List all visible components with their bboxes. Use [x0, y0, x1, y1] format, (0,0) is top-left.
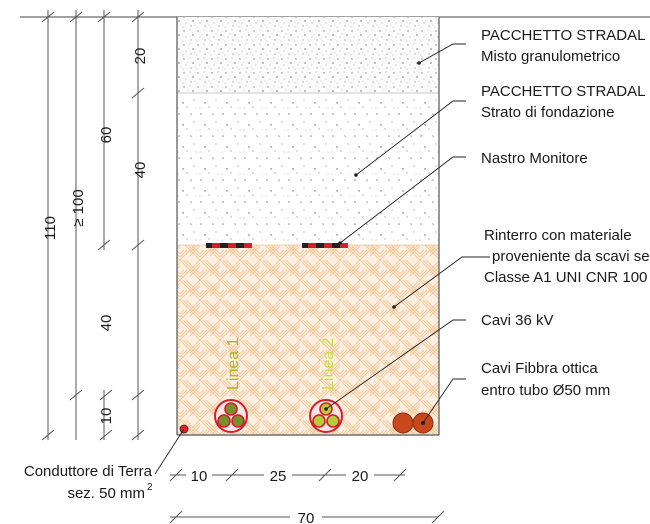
label-ground-1: Conduttore di Terra [24, 463, 153, 480]
warning-tape-right [302, 243, 348, 248]
dim-60: 60 [98, 127, 115, 144]
line-1-label: Linea 1 [225, 337, 242, 390]
label-backfill-1: Rinterro con materiale [484, 227, 632, 244]
dim-100: ≥ 100 [70, 189, 87, 226]
dim-40-upper: 40 [132, 162, 149, 179]
cable-bundle-line-1 [214, 399, 248, 433]
dim-25: 25 [270, 468, 287, 485]
dim-40-lower: 40 [98, 315, 115, 332]
label-cables: Cavi 36 kV [481, 312, 554, 329]
backfill-layer [177, 245, 439, 435]
label-pavement-1-title: PACCHETTO STRADAL [481, 27, 645, 44]
line-2-label: Linea 2 [320, 337, 337, 390]
pavement-layer-2 [177, 93, 439, 245]
label-fiber-1: Cavi Fibbra ottica [481, 360, 598, 377]
dim-70: 70 [298, 510, 315, 524]
label-ground-sup: 2 [147, 482, 153, 493]
dim-110: 110 [42, 216, 59, 240]
label-backfill-2: proveniente da scavi se [492, 248, 650, 265]
vertical-dimensions [41, 10, 145, 441]
dim-20: 20 [132, 48, 149, 65]
label-ground-2: sez. 50 mm [67, 485, 145, 502]
leader-lines [154, 43, 490, 475]
label-pavement-2-sub: Strato di fondazione [481, 104, 614, 121]
dim-10-vertical: 10 [98, 408, 115, 425]
warning-tape-left [206, 243, 252, 248]
dim-20-horizontal: 20 [352, 468, 369, 485]
label-backfill-3: Classe A1 UNI CNR 100 [484, 269, 647, 286]
cable-bundle-line-2 [309, 399, 343, 433]
dim-10-horizontal: 10 [191, 468, 208, 485]
label-tape: Nastro Monitore [481, 150, 588, 167]
label-fiber-2: entro tubo Ø50 mm [481, 382, 610, 399]
label-pavement-1-sub: Misto granulometrico [481, 48, 620, 65]
label-pavement-2-title: PACCHETTO STRADAL [481, 83, 645, 100]
pavement-layer-1 [177, 17, 439, 93]
